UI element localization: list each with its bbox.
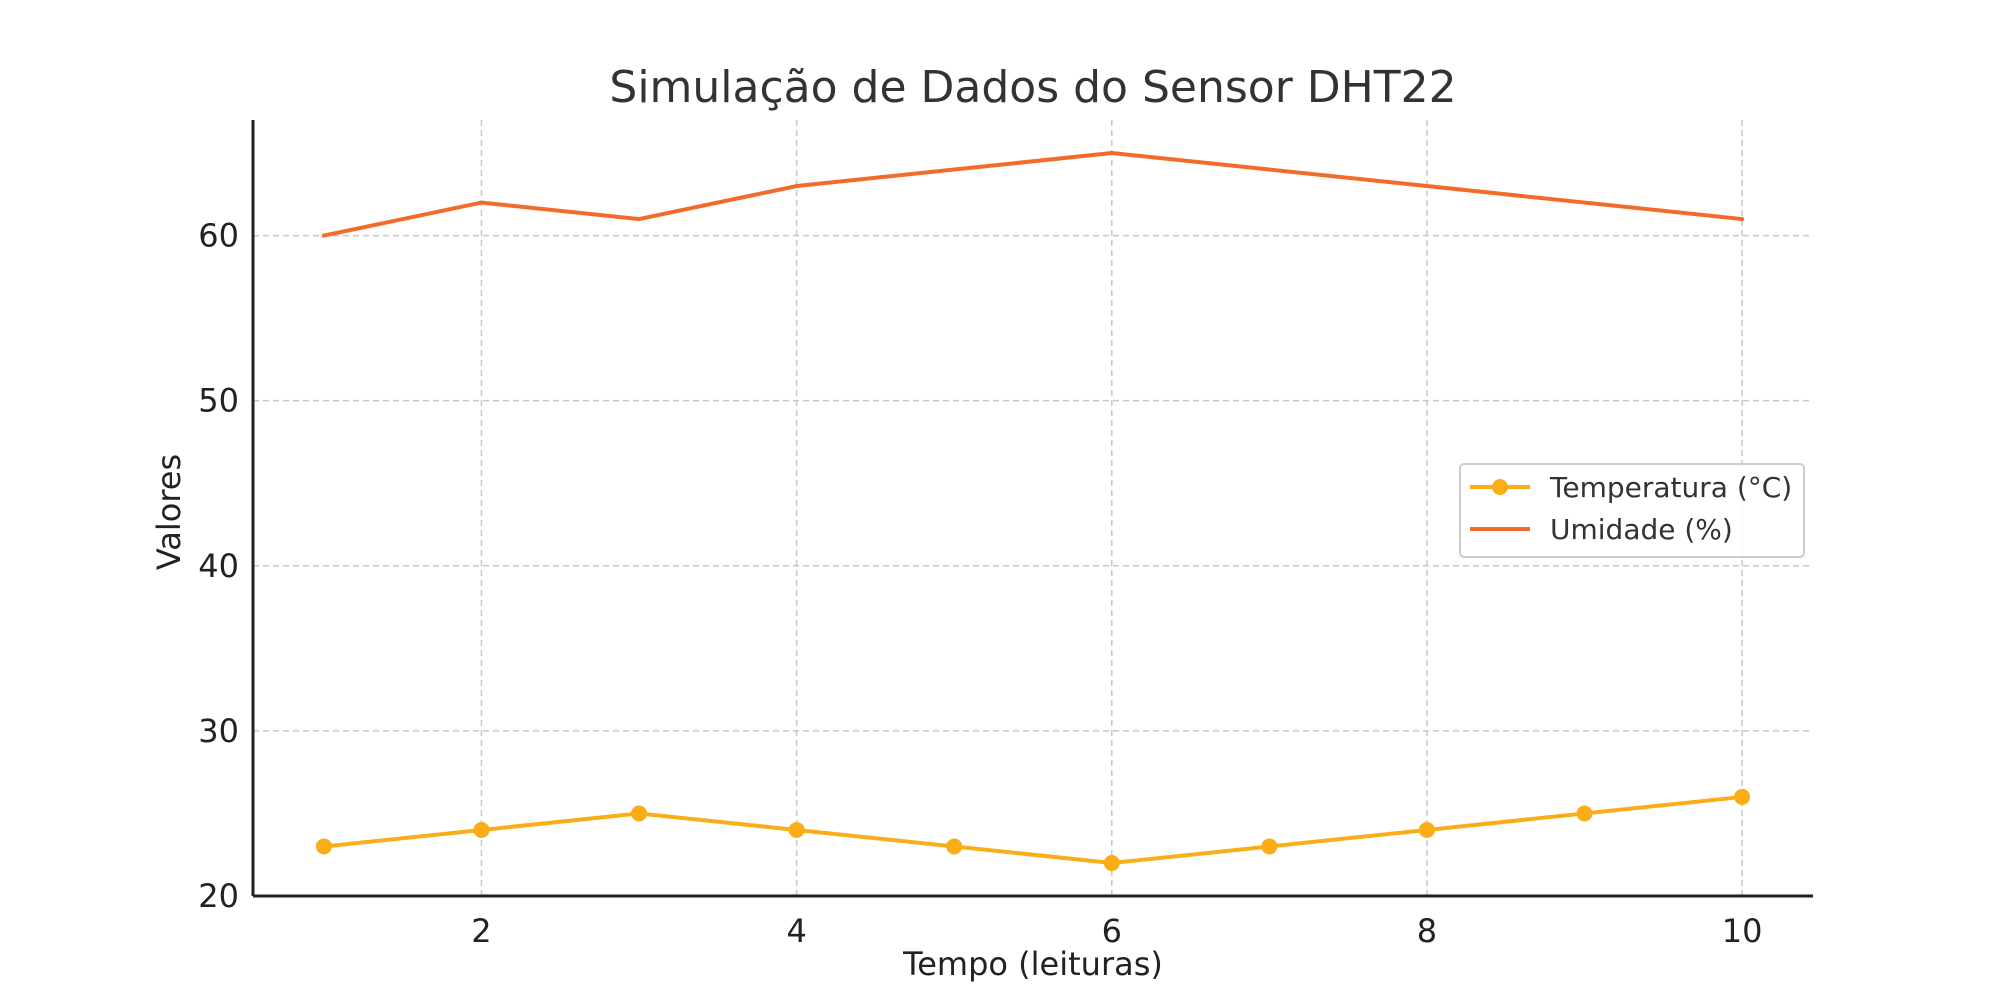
data-point xyxy=(788,821,805,838)
x-tick-label: 2 xyxy=(471,912,491,950)
data-point xyxy=(631,805,648,822)
series-line-1 xyxy=(321,151,1745,238)
legend: Temperatura (°C) Umidade (%) xyxy=(1459,463,1805,558)
legend-marker-temperatura xyxy=(1492,479,1508,495)
axes xyxy=(251,120,1813,898)
data-point xyxy=(1418,821,1435,838)
y-tick-label: 50 xyxy=(198,382,239,420)
data-point xyxy=(946,838,963,855)
series-layer xyxy=(315,151,1751,871)
legend-label-temperatura: Temperatura (°C) xyxy=(1549,471,1792,504)
x-tick-label: 4 xyxy=(786,912,806,950)
legend-box xyxy=(1459,463,1805,558)
y-tick-label: 20 xyxy=(198,877,239,915)
data-point xyxy=(1734,788,1751,805)
series-line-0 xyxy=(321,794,1745,865)
chart-title: Simulação de Dados do Sensor DHT22 xyxy=(609,62,1456,113)
y-tick-label: 30 xyxy=(198,712,239,750)
x-tick-label: 10 xyxy=(1722,912,1763,950)
data-point xyxy=(1103,854,1120,871)
data-point xyxy=(1576,805,1593,822)
y-tick-label: 60 xyxy=(198,217,239,255)
data-point xyxy=(473,821,490,838)
legend-item-umidade: Umidade (%) xyxy=(1470,513,1733,546)
legend-item-temperatura: Temperatura (°C) xyxy=(1470,471,1792,504)
legend-label-umidade: Umidade (%) xyxy=(1550,513,1733,546)
y-tick-label: 40 xyxy=(198,547,239,585)
x-tick-label: 8 xyxy=(1417,912,1437,950)
x-axis-label: Tempo (leituras) xyxy=(902,945,1163,983)
data-point xyxy=(315,838,332,855)
data-point xyxy=(1261,838,1278,855)
y-axis-label: Valores xyxy=(150,454,188,570)
x-tick-label: 6 xyxy=(1102,912,1122,950)
tick-labels: 2 4 6 8 10 20 30 40 50 60 xyxy=(198,217,1762,950)
